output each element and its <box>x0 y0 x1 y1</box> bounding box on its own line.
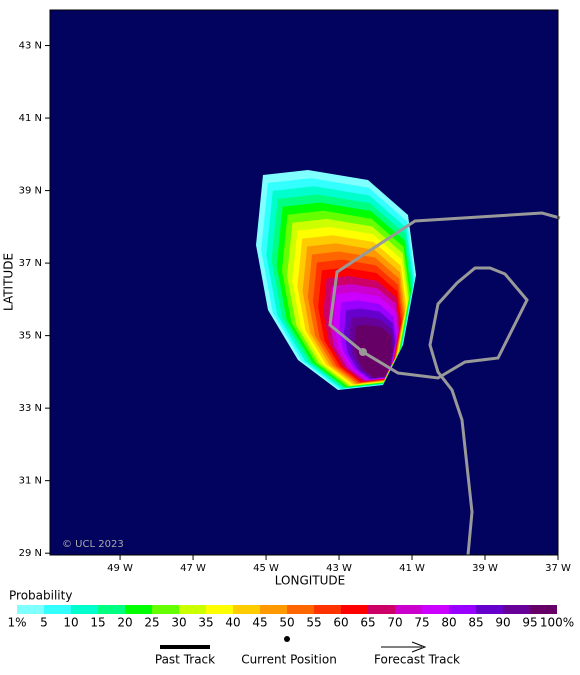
colorbar-label: 30 <box>171 616 186 630</box>
x-tick-label: 37 W <box>545 563 571 574</box>
colorbar-label: 35 <box>198 616 213 630</box>
colorbar-label: 75 <box>414 616 429 630</box>
colorbar-swatch <box>233 605 260 614</box>
colorbar-label: 25 <box>144 616 159 630</box>
y-tick-label: 41 N <box>19 113 42 124</box>
y-tick-label: 31 N <box>19 476 42 487</box>
colorbar-label: 55 <box>306 616 321 630</box>
y-tick-label: 39 N <box>19 186 42 197</box>
colorbar-swatch <box>152 605 179 614</box>
colorbar-swatch <box>503 605 530 614</box>
current-position <box>359 348 367 356</box>
y-tick-label: 29 N <box>19 548 42 559</box>
colorbar-swatch <box>44 605 71 614</box>
x-axis-label: LONGITUDE <box>275 574 345 588</box>
colorbar-label: 20 <box>117 616 132 630</box>
colorbar-swatch <box>341 605 368 614</box>
plot-frame <box>49 9 559 556</box>
colorbar-label: 10 <box>63 616 78 630</box>
legend-label: Current Position <box>241 653 337 667</box>
colorbar-swatch <box>422 605 449 614</box>
legend-label: Forecast Track <box>374 653 460 667</box>
y-tick-label: 37 N <box>19 258 42 269</box>
colorbar-label: 45 <box>252 616 267 630</box>
colorbar-label: 60 <box>333 616 348 630</box>
x-tick-label: 47 W <box>180 563 206 574</box>
colorbar-swatch <box>287 605 314 614</box>
forecast-track <box>328 211 561 556</box>
credit: © UCL 2023 <box>62 539 124 550</box>
colorbar-label: 100% <box>540 616 574 630</box>
x-tick-label: 41 W <box>399 563 425 574</box>
probability-field <box>256 170 416 390</box>
colorbar-swatch <box>71 605 98 614</box>
colorbar-label: 50 <box>279 616 294 630</box>
colorbar-swatch <box>395 605 422 614</box>
colorbar-label: 1% <box>7 616 26 630</box>
colorbar-label: 80 <box>441 616 456 630</box>
colorbar-swatch <box>368 605 395 614</box>
colorbar-swatch <box>179 605 206 614</box>
colorbar-label: 65 <box>360 616 375 630</box>
x-tick-label: 49 W <box>107 563 133 574</box>
y-axis-label: LATITUDE <box>2 253 16 311</box>
colorbar-swatch <box>449 605 476 614</box>
forecast-arrow <box>411 641 427 653</box>
x-tick-label: 45 W <box>253 563 279 574</box>
colorbar-label: 40 <box>225 616 240 630</box>
colorbar-swatch <box>98 605 125 614</box>
colorbar-swatch <box>314 605 341 614</box>
current-position-symbol <box>284 636 290 642</box>
colorbar-swatch <box>17 605 44 614</box>
colorbar-label: 85 <box>468 616 483 630</box>
legend-label: Past Track <box>155 653 215 667</box>
y-tick-label: 33 N <box>19 403 42 414</box>
x-tick-label: 39 W <box>472 563 498 574</box>
colorbar-label: 95 <box>522 616 537 630</box>
colorbar-swatch <box>476 605 503 614</box>
y-tick-label: 43 N <box>19 41 42 52</box>
colorbar-swatch <box>206 605 233 614</box>
colorbar-label: 90 <box>495 616 510 630</box>
x-tick-label: 43 W <box>326 563 352 574</box>
colorbar-label: 15 <box>90 616 105 630</box>
colorbar-swatch <box>125 605 152 614</box>
tracks <box>328 211 561 556</box>
colorbar-swatch <box>260 605 287 614</box>
colorbar-label: 70 <box>387 616 402 630</box>
colorbar-title: Probability <box>9 589 72 603</box>
colorbar-swatch <box>530 605 557 614</box>
y-tick-label: 35 N <box>19 331 42 342</box>
colorbar-label: 5 <box>40 616 48 630</box>
